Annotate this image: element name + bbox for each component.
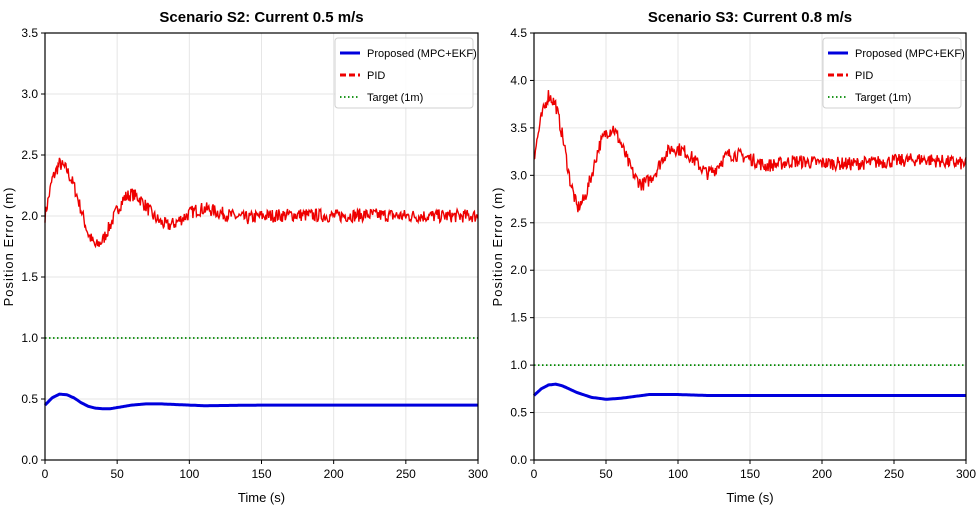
- x-tick-label: 50: [110, 467, 124, 481]
- chart-title: Scenario S3: Current 0.8 m/s: [648, 9, 852, 26]
- y-tick-label: 3.5: [510, 121, 527, 135]
- legend: Proposed (MPC+EKF) PID Target (1m): [822, 37, 965, 109]
- x-axis-label: Time (s): [726, 490, 773, 505]
- x-tick-label: 200: [324, 467, 344, 481]
- x-tick-label: 150: [251, 467, 271, 481]
- legend-label: Proposed (MPC+EKF): [855, 48, 965, 60]
- legend-box: [334, 37, 474, 109]
- legend-label: Target (1m): [855, 92, 911, 104]
- x-tick-label: 300: [956, 467, 976, 481]
- x-tick-label: 200: [812, 467, 832, 481]
- y-tick-label: 3.0: [510, 168, 527, 182]
- y-axis-label: Position Error (m): [490, 187, 505, 307]
- y-tick-label: 0.5: [21, 392, 38, 406]
- legend-box: [822, 37, 962, 109]
- y-tick-label: 4.5: [510, 26, 527, 40]
- y-tick-label: 4.0: [510, 73, 527, 87]
- plot-frame: [44, 32, 479, 461]
- chart-title: Scenario S2: Current 0.5 m/s: [159, 9, 363, 26]
- y-tick-label: 1.5: [510, 311, 527, 325]
- x-tick-label: 0: [42, 467, 49, 481]
- legend-label: PID: [367, 70, 385, 82]
- y-tick-label: 1.0: [21, 331, 38, 345]
- y-tick-label: 1.0: [510, 358, 527, 372]
- series-line-proposed-mpc-ekf: [43, 392, 478, 411]
- y-tick-label: 2.0: [510, 263, 527, 277]
- y-tick-label: 2.5: [510, 216, 527, 230]
- y-tick-label: 2.0: [21, 209, 38, 223]
- series-line-pid: [44, 157, 479, 249]
- legend: Proposed (MPC+EKF) PID Target (1m): [334, 37, 477, 109]
- legend-label: Target (1m): [367, 92, 423, 104]
- x-tick-label: 250: [396, 467, 416, 481]
- series-line-proposed-mpc-ekf: [532, 382, 966, 401]
- x-tick-label: 100: [179, 467, 199, 481]
- y-tick-label: 1.5: [21, 270, 38, 284]
- x-axis-label: Time (s): [238, 490, 285, 505]
- x-tick-label: 50: [599, 467, 613, 481]
- legend-label: PID: [855, 70, 873, 82]
- y-tick-label: 3.0: [21, 87, 38, 101]
- y-axis-label: Position Error (m): [1, 187, 16, 307]
- legend-label: Proposed (MPC+EKF): [367, 48, 477, 60]
- y-tick-label: 0.5: [510, 406, 527, 420]
- y-tick-label: 0.0: [21, 453, 38, 467]
- y-tick-label: 2.5: [21, 148, 38, 162]
- y-tick-label: 0.0: [510, 453, 527, 467]
- subplot-1: 0 50 100 150 200 250 300 0.0 0.5 1.0 1.5 2.0 2.5 3.0 3…: [1, 9, 488, 505]
- x-tick-label: 0: [531, 467, 538, 481]
- y-tick-label: 3.5: [21, 26, 38, 40]
- plot-frame: [533, 32, 967, 461]
- x-tick-label: 300: [468, 467, 488, 481]
- subplot-2: 0 50 100 150 200 250 300 0.0 0.5 1.0 1.5 2.0 2.5 3.0 3…: [490, 9, 976, 505]
- series-line-pid: [533, 90, 967, 213]
- x-tick-label: 150: [740, 467, 760, 481]
- x-tick-label: 100: [668, 467, 688, 481]
- x-tick-label: 250: [884, 467, 904, 481]
